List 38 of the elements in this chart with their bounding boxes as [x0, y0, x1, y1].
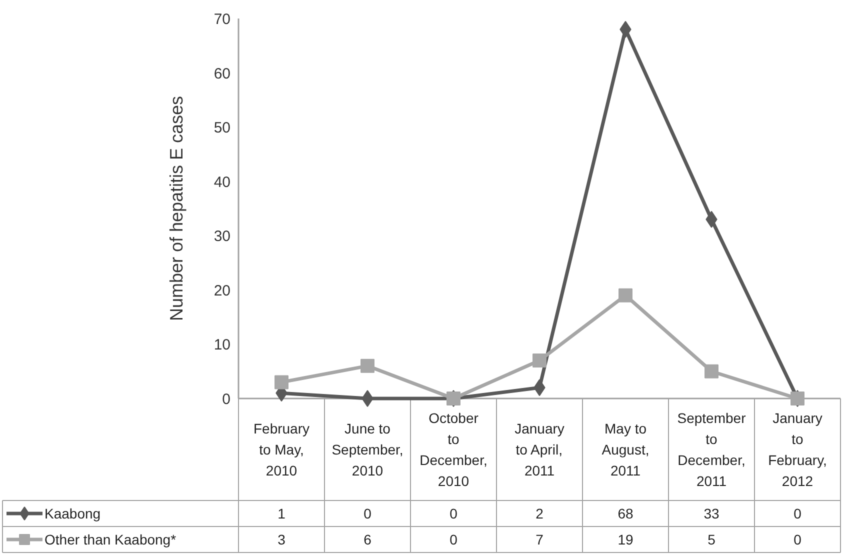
- data-label: 5: [708, 532, 716, 548]
- data-label: 0: [364, 506, 372, 522]
- point: [704, 364, 718, 378]
- x-tick-label: May to August, 2011: [602, 420, 650, 478]
- data-label: 19: [618, 532, 634, 548]
- x-tick-label: January to February, 2012: [768, 410, 827, 489]
- x-tick-label: January to April, 2011: [514, 420, 564, 478]
- y-tick-label: 50: [214, 120, 231, 137]
- y-tick-label: 40: [214, 174, 231, 191]
- y-tick-label: 70: [214, 11, 231, 28]
- data-label: 0: [450, 506, 458, 522]
- y-axis-title: Number of hepatitis E cases: [166, 96, 186, 322]
- x-tick-label: September to December, 2011: [677, 410, 746, 489]
- data-label: 1: [278, 506, 286, 522]
- point: [274, 375, 288, 390]
- point: [532, 354, 546, 368]
- data-label: 0: [794, 532, 802, 548]
- data-label: 0: [450, 532, 458, 548]
- point: [362, 390, 374, 407]
- data-label: 2: [536, 506, 544, 522]
- data-label: 0: [794, 506, 802, 522]
- y-tick-label: 0: [222, 391, 230, 408]
- y-tick-label: 10: [214, 336, 231, 354]
- data-label: 33: [704, 506, 720, 522]
- point: [360, 358, 374, 373]
- y-tick-label: 30: [214, 228, 231, 246]
- x-tick-label: February to May, 2010: [253, 420, 310, 478]
- data-label: 6: [364, 532, 372, 548]
- legend-label: Kaabong: [44, 506, 101, 522]
- y-tick-label: 20: [214, 282, 231, 300]
- point: [618, 288, 632, 302]
- x-tick-label: October to December, 2010: [420, 410, 488, 489]
- data-label: 7: [536, 532, 544, 548]
- legend-label: Other than Kaabong*: [44, 532, 177, 548]
- data-label: 3: [278, 532, 286, 548]
- data-label: 68: [618, 506, 634, 522]
- x-tick-label: June to September, 2010: [332, 420, 404, 478]
- y-tick-label: 60: [214, 65, 231, 82]
